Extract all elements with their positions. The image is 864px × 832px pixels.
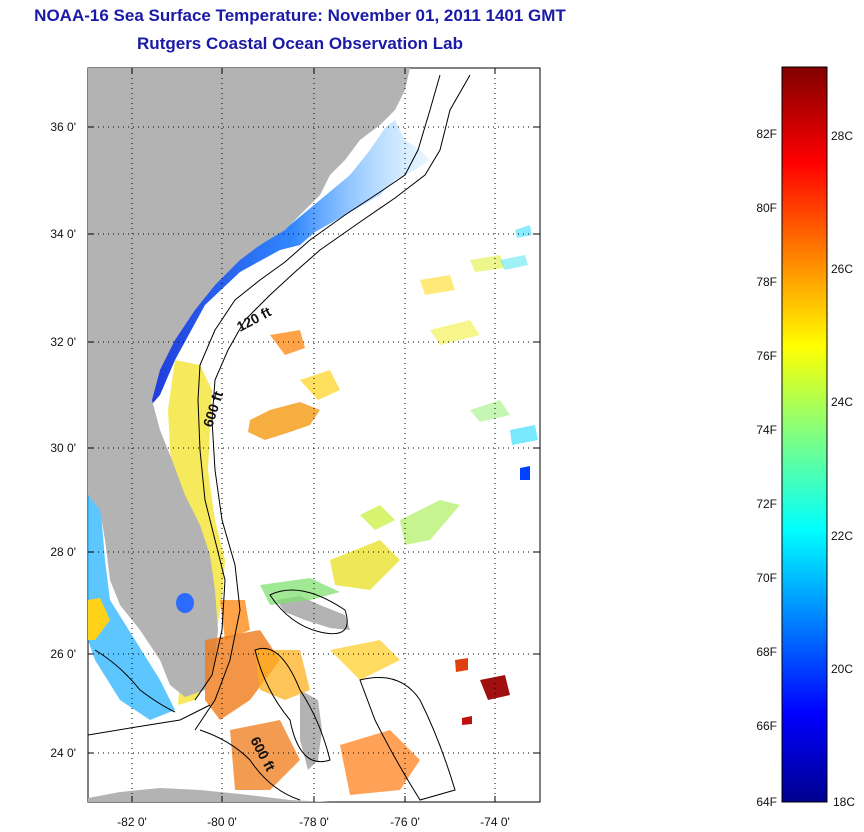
cb-f-66: 66F <box>756 719 777 733</box>
lon-label-80: -80 0' <box>207 815 237 829</box>
lon-label-82: -82 0' <box>117 815 147 829</box>
cb-c-24: 24C <box>831 395 853 409</box>
lat-label-30: 30 0' <box>50 441 76 455</box>
florida-west-shelf-water <box>88 490 175 720</box>
cb-c-20: 20C <box>831 662 853 676</box>
isobath-lines <box>88 74 471 801</box>
land-bahamas-grand <box>276 596 350 630</box>
cb-f-70: 70F <box>756 571 777 585</box>
axis-ticks <box>88 68 540 802</box>
cb-f-76: 76F <box>756 349 777 363</box>
coastal-cold-water <box>88 120 430 420</box>
lon-label-78: -78 0' <box>299 815 329 829</box>
colorbar-gradient <box>781 66 828 803</box>
lat-label-36: 36 0' <box>50 120 76 134</box>
lat-label-24: 24 0' <box>50 746 76 760</box>
cb-f-80: 80F <box>756 201 777 215</box>
cb-c-18: 18C <box>833 795 855 809</box>
cb-f-64: 64F <box>756 795 777 809</box>
florida-west-warm <box>88 598 110 640</box>
land-bahamas-andros <box>300 690 322 770</box>
lon-label-76: -76 0' <box>390 815 420 829</box>
colorbar: 82F 80F 78F 76F 74F 72F 70F 68F 66F 64F … <box>756 66 855 809</box>
lat-label-32: 32 0' <box>50 335 76 349</box>
land-us-east-coast <box>88 68 410 697</box>
lake-okeechobee <box>176 593 194 613</box>
cb-c-22: 22C <box>831 529 853 543</box>
lat-label-28: 28 0' <box>50 545 76 559</box>
cb-f-82: 82F <box>756 127 777 141</box>
cb-f-74: 74F <box>756 423 777 437</box>
cb-f-68: 68F <box>756 645 777 659</box>
lon-label-74: -74 0' <box>480 815 510 829</box>
map-panel: 120 ft 600 ft 600 ft <box>50 67 541 829</box>
cb-c-28: 28C <box>831 129 853 143</box>
cb-c-26: 26C <box>831 262 853 276</box>
lat-label-34: 34 0' <box>50 227 76 241</box>
land-cuba <box>88 788 330 802</box>
map-title: NOAA-16 Sea Surface Temperature: Novembe… <box>34 6 566 25</box>
lat-label-26: 26 0' <box>50 647 76 661</box>
cb-f-72: 72F <box>756 497 777 511</box>
map-subtitle: Rutgers Coastal Ocean Observation Lab <box>137 34 463 53</box>
map-grid <box>88 68 540 802</box>
cb-f-78: 78F <box>756 275 777 289</box>
